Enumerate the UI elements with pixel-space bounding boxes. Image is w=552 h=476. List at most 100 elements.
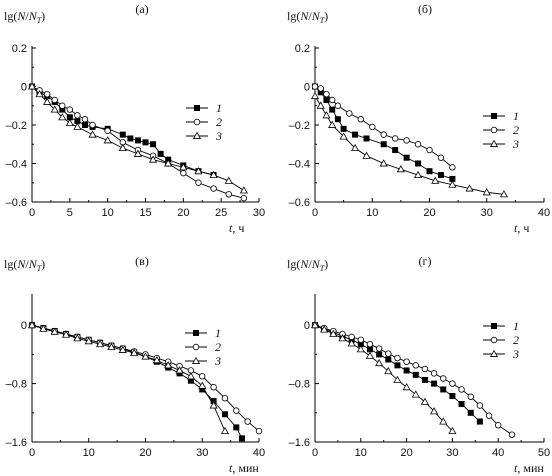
data-point: [439, 417, 448, 425]
legend-marker: [192, 131, 202, 139]
data-point: [164, 361, 173, 369]
data-point: [210, 384, 217, 391]
y-tick-label: –0.4: [289, 159, 310, 171]
legend-label: 2: [215, 340, 221, 354]
data-point: [35, 89, 44, 98]
data-point: [96, 339, 105, 348]
data-point: [220, 426, 230, 435]
data-point: [393, 375, 402, 383]
data-point: [346, 110, 353, 117]
data-point: [65, 118, 74, 127]
data-point: [339, 132, 348, 140]
legend-item-3: 3: [185, 354, 221, 368]
data-point: [340, 125, 347, 132]
y-tick-label: –1.6: [289, 437, 310, 449]
x-tick-label: 5: [67, 207, 73, 219]
legend-item-3: 3: [483, 347, 519, 361]
data-point: [429, 407, 439, 415]
legend-marker: [489, 349, 499, 357]
data-point: [58, 113, 67, 121]
data-point: [244, 418, 251, 425]
data-point: [380, 141, 387, 148]
data-point: [194, 166, 203, 175]
y-axis-title: lg(N/NT): [4, 257, 45, 273]
x-tick-label: 0: [29, 207, 35, 219]
data-point: [127, 135, 134, 142]
data-point: [430, 370, 438, 377]
y-tick-label: –0.2: [6, 120, 27, 132]
data-point: [362, 151, 371, 159]
data-point: [81, 122, 88, 129]
data-point: [465, 184, 474, 192]
legend-label: 2: [513, 123, 519, 137]
data-point: [199, 373, 206, 380]
data-point: [130, 348, 139, 356]
data-point: [482, 188, 491, 196]
x-tick-label: 20: [139, 447, 151, 459]
x-axis-title: t, ч: [514, 221, 529, 235]
data-point: [437, 172, 444, 179]
data-point: [84, 337, 93, 345]
data-point: [347, 339, 356, 347]
y-tick-label: 0.2: [295, 43, 310, 55]
data-point: [66, 106, 74, 113]
data-point: [329, 329, 338, 337]
chart-panel-4: 0 10 20 30 40 50 0 –0.8 –1.6 lg(N/NT) t, мин (г) 123: [287, 254, 550, 475]
data-point: [39, 324, 48, 332]
x-tick-label: 30: [196, 447, 208, 459]
data-point: [499, 190, 509, 198]
series-3: [27, 82, 248, 194]
series-line-2: [314, 324, 513, 436]
data-point: [225, 191, 232, 198]
y-axis-title: lg(N/NT): [4, 9, 45, 25]
data-point: [323, 96, 330, 103]
data-point: [366, 346, 373, 353]
data-point: [186, 372, 195, 380]
data-point: [458, 401, 465, 408]
data-point: [43, 97, 52, 105]
legend-marker: [490, 126, 498, 134]
panel-label: (г): [419, 254, 432, 268]
y-tick-label: –0.4: [6, 159, 27, 171]
series-1: [28, 83, 217, 179]
data-point: [81, 116, 89, 123]
data-point: [88, 130, 97, 138]
data-point: [180, 169, 187, 177]
data-point: [420, 397, 430, 405]
data-point: [426, 168, 433, 175]
data-point: [43, 90, 51, 98]
x-tick-label: 10: [102, 207, 114, 219]
data-point: [338, 334, 347, 342]
legend-label: 1: [513, 109, 519, 123]
x-tick-label: 0: [312, 447, 318, 459]
data-point: [209, 401, 218, 409]
x-tick-label: 20: [400, 447, 412, 459]
panel-label: (в): [135, 254, 149, 268]
legend-item-2: 2: [185, 340, 221, 354]
data-point: [322, 111, 331, 119]
x-tick-label: 20: [177, 207, 189, 219]
data-point: [440, 375, 447, 382]
legend-marker: [192, 329, 199, 336]
legend-item-2: 2: [186, 115, 222, 129]
data-point: [369, 123, 376, 131]
legend-label: 2: [513, 333, 519, 347]
data-point: [412, 362, 419, 369]
chart-panel-3: 0 10 20 30 40 0 –0.8 –1.6 lg(N/NT) t, мин (в) 123: [4, 254, 265, 475]
data-point: [50, 105, 59, 113]
legend-label: 3: [215, 129, 222, 143]
data-point: [508, 431, 516, 438]
data-point: [59, 102, 66, 109]
legend-item-1: 1: [483, 109, 519, 123]
series-line-3: [31, 324, 226, 432]
data-point: [348, 333, 355, 341]
y-tick-label: 0: [21, 320, 27, 332]
x-tick-label: 10: [83, 447, 95, 459]
data-point: [467, 409, 474, 416]
data-point: [449, 380, 456, 387]
legend-label: 1: [216, 101, 222, 115]
data-point: [394, 362, 401, 369]
data-point: [221, 411, 228, 418]
data-point: [403, 358, 410, 365]
data-point: [448, 426, 457, 435]
